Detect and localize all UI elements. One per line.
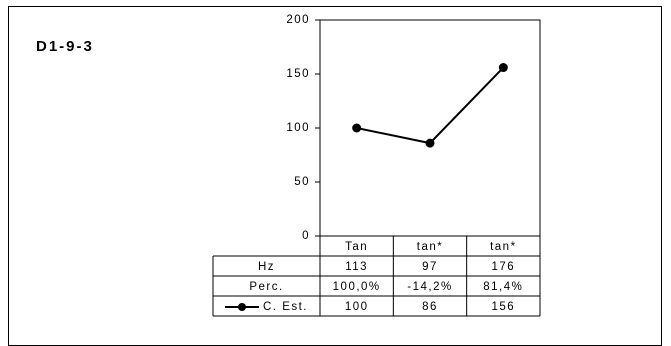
table-cell: 156 (491, 301, 515, 313)
category-label: tan* (490, 241, 516, 253)
table-row-label: Hz (258, 261, 275, 273)
chart-id-label: D1-9-3 (36, 38, 94, 55)
y-tick-label: 200 (286, 14, 310, 26)
table-cell: 86 (422, 301, 438, 313)
category-label: Tan (345, 241, 368, 253)
category-label: tan* (417, 241, 443, 253)
table-cell: 100,0% (333, 281, 381, 293)
line-chart: 0 50 100 150 200 Tan tan* tan* Hz 113 97 176 Perc. 10… (212, 14, 541, 317)
series-line (356, 66, 505, 145)
table-cell: 100 (345, 301, 369, 313)
table-cell: -14,2% (407, 281, 452, 293)
table-cell: 113 (345, 261, 368, 273)
data-point (425, 138, 435, 148)
y-tick-label: 50 (294, 176, 310, 188)
legend-label: C. Est. (263, 301, 308, 313)
y-tick-label: 100 (286, 122, 310, 134)
y-tick-label: 0 (302, 230, 310, 242)
data-point (352, 123, 362, 133)
data-point (498, 63, 508, 73)
table-row-label: Perc. (249, 281, 283, 293)
table-cell: 97 (422, 261, 438, 273)
table-cell: 176 (491, 261, 515, 273)
y-tick-label: 150 (286, 68, 310, 80)
table-cell: 81,4% (483, 281, 523, 293)
legend-marker (238, 303, 246, 311)
